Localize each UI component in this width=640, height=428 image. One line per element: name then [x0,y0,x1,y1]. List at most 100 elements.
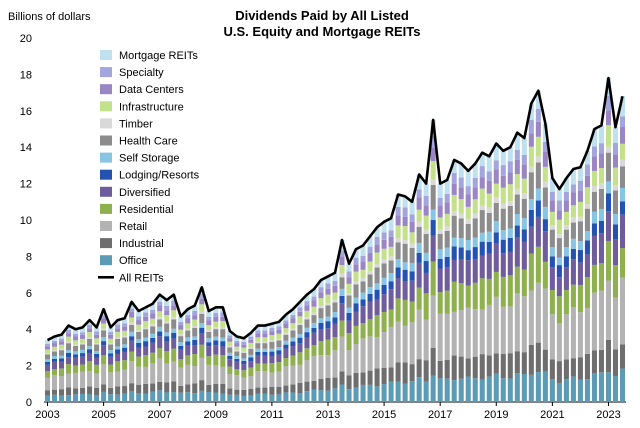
bar-segment-retail [451,311,457,356]
bar-segment-residential [248,367,254,377]
bar-segment-timber [129,322,135,325]
bar-segment-office [444,378,450,402]
legend-swatch [100,101,112,112]
bar-segment-timber [227,345,233,348]
bar-segment-mortgage-reits [437,183,443,198]
bar-segment-mortgage-reits [44,340,51,344]
bar-segment-self-storage [584,231,590,241]
bar-segment-specialty [150,309,156,314]
bar-segment-specialty [185,315,191,319]
bar-segment-residential [66,364,72,374]
bar-segment-lodging-resorts [227,355,233,360]
bar-segment-specialty [619,116,626,128]
bar-segment-data-centers [122,326,128,331]
bar-segment-lodging-resorts [577,250,583,263]
bar-segment-office [262,393,268,402]
bar-segment-lodging-resorts [458,247,464,260]
bar-segment-diversified [395,278,401,299]
bar-segment-industrial [472,356,478,379]
bar-segment-retail [199,357,205,381]
bar-segment-mortgage-reits [549,178,555,192]
bar-segment-health-care [444,231,450,248]
bar-segment-diversified [381,294,387,312]
bar-segment-industrial [360,372,366,385]
bar-segment-retail [66,373,72,388]
bar-segment-data-centers [171,305,177,311]
bar-segment-timber [87,337,93,339]
bar-segment-industrial [199,380,205,391]
bar-segment-diversified [143,346,149,356]
bar-segment-office [465,376,471,402]
bar-segment-diversified [346,320,352,334]
bar-segment-specialty [346,271,352,278]
bar-segment-residential [325,339,331,356]
bar-segment-specialty [129,308,135,312]
bar-segment-mortgage-reits [115,320,121,325]
bar-segment-health-care [430,184,436,210]
bar-segment-data-centers [360,261,366,270]
bar-segment-residential [136,356,142,367]
bar-segment-health-care [514,194,520,214]
bar-segment-timber [353,281,359,285]
bar-segment-diversified [171,338,177,349]
bar-segment-lodging-resorts [591,223,597,236]
bar-segment-industrial [612,349,619,376]
bar-segment-data-centers [227,338,233,342]
bar-segment-residential [458,282,464,311]
bar-segment-timber [80,342,86,345]
bar-segment-retail [612,297,619,350]
bar-segment-data-centers [528,133,534,147]
bar-segment-infrastructure [374,252,380,265]
y-tick-label: 16 [20,106,32,118]
bar-segment-timber [157,316,163,320]
bar-segment-diversified [598,233,604,263]
bar-segment-residential [101,355,107,365]
bar-segment-data-centers [150,313,156,319]
legend-swatch [100,221,112,231]
bar-segment-office [584,379,590,402]
bar-segment-industrial [409,364,415,382]
bar-segment-infrastructure [66,336,72,342]
bar-segment-data-centers [59,341,65,345]
bar-segment-lodging-resorts [213,340,219,346]
bar-segment-data-centers [276,329,282,334]
bar-segment-diversified [542,231,548,262]
bar-segment-industrial [542,349,548,372]
bar-segment-mortgage-reits [192,305,198,311]
bar-segment-office [528,374,534,402]
bar-segment-retail [220,366,226,384]
bar-segment-lodging-resorts [563,256,569,268]
bar-segment-data-centers [444,202,450,214]
bar-segment-diversified [108,356,114,365]
x-tick-label: 2007 [147,409,171,421]
bar-segment-infrastructure [325,294,331,304]
bar-segment-infrastructure [437,217,443,230]
bar-segment-infrastructure [248,342,254,348]
bar-segment-diversified [409,280,415,302]
bar-segment-industrial [598,349,604,373]
bar-segment-specialty [59,338,65,342]
bar-segment-retail [395,321,401,363]
bar-segment-infrastructure [276,333,282,339]
bar-segment-health-care [353,284,359,298]
bar-segment-mortgage-reits [591,129,597,147]
bar-segment-health-care [44,354,51,360]
bar-segment-office [353,387,359,402]
bar-segment-infrastructure [87,332,93,338]
bar-segment-health-care [360,281,366,293]
bar-segment-industrial [136,384,142,393]
bar-segment-residential [612,265,619,298]
bar-segment-infrastructure [395,225,401,239]
bar-segment-office [241,395,247,402]
bar-segment-self-storage [367,287,373,294]
bar-segment-residential [367,318,373,337]
bar-segment-self-storage [171,328,177,333]
bar-segment-data-centers [577,190,583,202]
bar-segment-retail [227,374,233,389]
bar-segment-infrastructure [556,219,562,235]
bar-segment-office [101,391,107,402]
bar-segment-lodging-resorts [51,358,58,362]
bar-segment-industrial [325,377,331,391]
bar-segment-health-care [73,345,79,352]
